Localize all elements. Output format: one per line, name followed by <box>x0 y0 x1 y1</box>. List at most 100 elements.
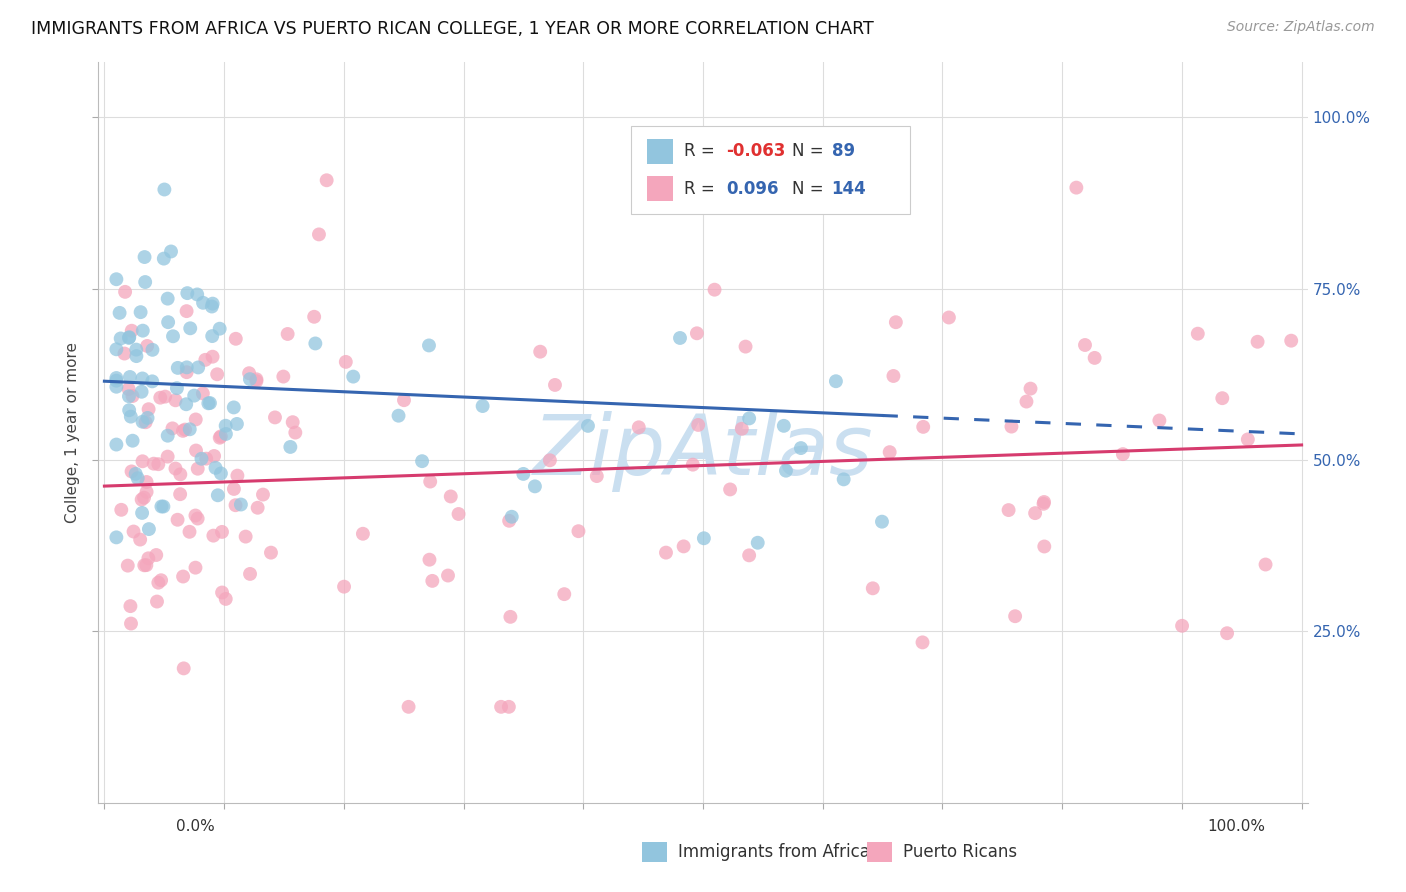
Point <box>1066 180 1088 194</box>
Point <box>997 503 1019 517</box>
Point <box>772 418 794 433</box>
Point <box>191 295 214 310</box>
Point <box>501 509 523 524</box>
Point <box>238 366 260 380</box>
Point <box>911 635 934 649</box>
Point <box>105 437 128 451</box>
Point <box>208 431 231 445</box>
Point <box>825 374 848 388</box>
Point <box>281 415 304 429</box>
Point <box>747 535 769 549</box>
Point <box>418 338 440 352</box>
Point <box>202 449 225 463</box>
Point <box>149 391 172 405</box>
Point <box>302 310 325 324</box>
Point <box>1171 619 1194 633</box>
Text: R =: R = <box>685 179 725 198</box>
Point <box>471 399 494 413</box>
Point <box>105 272 128 286</box>
Point <box>138 551 160 566</box>
Point <box>398 699 420 714</box>
Point <box>146 594 169 608</box>
Point <box>1019 382 1042 396</box>
Text: 144: 144 <box>832 179 866 198</box>
Point <box>938 310 960 325</box>
Point <box>1254 558 1277 572</box>
Point <box>790 441 813 455</box>
Point <box>118 389 141 403</box>
Point <box>121 324 143 338</box>
Point <box>169 487 191 501</box>
Point <box>1033 495 1056 509</box>
Point <box>114 346 136 360</box>
Text: 0.0%: 0.0% <box>176 819 215 834</box>
Point <box>870 515 893 529</box>
Point <box>129 533 152 547</box>
Point <box>411 454 433 468</box>
Point <box>215 418 238 433</box>
Point <box>172 424 194 438</box>
Point <box>225 498 247 512</box>
Point <box>498 699 520 714</box>
Point <box>489 699 512 714</box>
Point <box>437 568 460 582</box>
Point <box>105 374 128 388</box>
Point <box>335 355 357 369</box>
Point <box>142 457 165 471</box>
Point <box>134 275 156 289</box>
Point <box>191 386 214 401</box>
Point <box>392 393 415 408</box>
Point <box>176 360 198 375</box>
Point <box>166 360 188 375</box>
Point <box>153 252 176 266</box>
Point <box>204 460 226 475</box>
Point <box>138 402 160 417</box>
Point <box>688 417 710 432</box>
Point <box>125 343 148 357</box>
Point <box>114 285 136 299</box>
Point <box>418 552 440 566</box>
Point <box>145 548 167 562</box>
Point <box>1004 609 1026 624</box>
Point <box>132 324 155 338</box>
Point <box>202 528 225 542</box>
Point <box>118 370 141 384</box>
Point <box>156 450 179 464</box>
Point <box>775 464 797 478</box>
Point <box>884 315 907 329</box>
Point <box>197 396 219 410</box>
Text: N =: N = <box>793 179 830 198</box>
Point <box>131 492 153 507</box>
Point <box>440 490 463 504</box>
Point <box>108 306 131 320</box>
Point <box>162 329 184 343</box>
Point <box>105 343 128 357</box>
Point <box>150 573 173 587</box>
Point <box>153 390 176 404</box>
Point <box>120 599 142 614</box>
Point <box>1033 540 1056 554</box>
Point <box>1024 506 1046 520</box>
Point <box>523 479 546 493</box>
Point <box>135 475 157 489</box>
Point <box>1112 447 1135 461</box>
Text: R =: R = <box>685 143 720 161</box>
Point <box>201 329 224 343</box>
Point <box>284 425 307 440</box>
Point <box>131 384 153 399</box>
Point <box>118 382 141 396</box>
Point <box>447 507 470 521</box>
Point <box>1246 334 1268 349</box>
Point <box>239 372 262 386</box>
Point <box>148 575 170 590</box>
Point <box>179 321 201 335</box>
Point <box>1032 497 1054 511</box>
Point <box>110 503 132 517</box>
Point <box>567 524 589 539</box>
Point <box>304 336 326 351</box>
Point <box>693 531 716 545</box>
Text: 100.0%: 100.0% <box>1208 819 1265 834</box>
Point <box>105 530 128 544</box>
Point <box>132 491 155 505</box>
Point <box>553 587 575 601</box>
